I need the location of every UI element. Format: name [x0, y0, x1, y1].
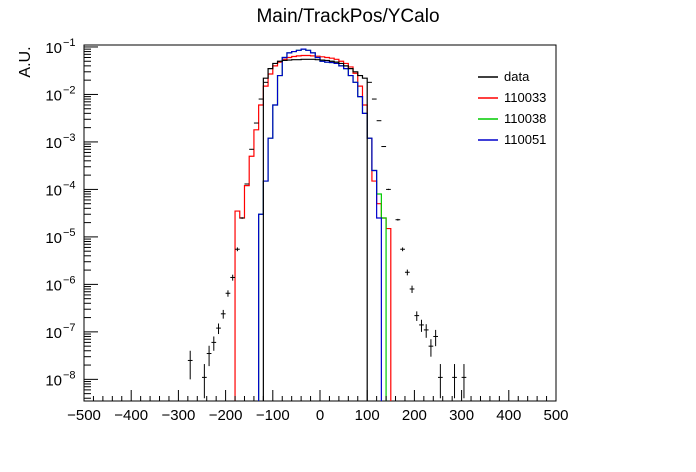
series-110051-line: [258, 48, 382, 401]
data-point: [220, 309, 226, 319]
legend-entry: 110033: [478, 90, 546, 105]
y-tick-label: 10: [45, 87, 62, 104]
data-point: [202, 364, 207, 399]
y-tick-exponent: −1: [63, 37, 76, 49]
y-tick-exponent: −3: [63, 132, 76, 144]
data-point: [206, 345, 212, 367]
legend-label: 110038: [504, 111, 546, 126]
data-point: [216, 323, 221, 335]
y-tick-exponent: −5: [63, 227, 76, 239]
y-tick-label: 10: [45, 277, 62, 294]
data-point: [211, 336, 217, 351]
legend: data 110033 110038 110051: [478, 69, 546, 147]
data-point: [419, 319, 424, 332]
data-point: [244, 183, 250, 185]
legend-entry: data: [478, 69, 530, 84]
x-tick-label: 500: [543, 407, 568, 424]
data-point: [235, 247, 240, 252]
data-point: [461, 364, 467, 399]
data-point: [433, 329, 438, 347]
data-point: [386, 188, 391, 191]
data-point: [409, 285, 415, 293]
data-points: [187, 81, 467, 399]
x-tick-label: −500: [67, 407, 101, 424]
data-point: [230, 274, 236, 281]
x-tick-label: −300: [162, 407, 196, 424]
x-tick-label: −100: [256, 407, 290, 424]
y-axis-title: A.U.: [17, 46, 34, 77]
data-point: [423, 324, 429, 338]
chart-title: Main/TrackPos/YCalo: [256, 6, 440, 27]
y-tick-label: 10: [45, 135, 62, 152]
legend-label: 110033: [504, 90, 546, 105]
y-tick-exponent: −4: [63, 179, 76, 191]
data-point: [225, 290, 231, 297]
x-tick-label: 100: [355, 407, 380, 424]
data-point: [187, 350, 193, 380]
data-point: [404, 269, 410, 276]
data-point: [381, 146, 387, 148]
legend-entry: 110051: [478, 132, 546, 147]
y-tick-exponent: −2: [63, 84, 76, 96]
data-point: [414, 311, 420, 321]
x-tick-label: −200: [209, 407, 243, 424]
x-tick-label: 400: [496, 407, 521, 424]
axis-ticks: [83, 46, 557, 401]
x-tick-label: 0: [316, 407, 324, 424]
data-point: [438, 364, 443, 399]
data-point: [249, 148, 254, 150]
data-point: [452, 364, 457, 399]
x-tick-label: 300: [449, 407, 474, 424]
series-data-line: [262, 58, 368, 401]
data-point: [400, 247, 405, 252]
y-tick-exponent: −6: [63, 274, 76, 286]
data-point: [239, 217, 245, 219]
legend-label: data: [504, 69, 530, 84]
legend-label: 110051: [504, 132, 546, 147]
y-tick-label: 10: [45, 182, 62, 199]
x-tick-label: −400: [114, 407, 148, 424]
y-tick-exponent: −8: [63, 369, 76, 381]
data-point: [428, 339, 434, 357]
legend-entry: 110038: [478, 111, 546, 126]
x-tick-label: 200: [402, 407, 427, 424]
y-tick-label: 10: [45, 40, 62, 57]
y-tick-label: 10: [45, 325, 62, 342]
y-tick-label: 10: [45, 230, 62, 247]
histogram-lines: [234, 48, 392, 401]
y-tick-label: 10: [45, 372, 62, 389]
y-tick-exponent: −7: [63, 322, 76, 334]
data-point: [395, 218, 401, 221]
